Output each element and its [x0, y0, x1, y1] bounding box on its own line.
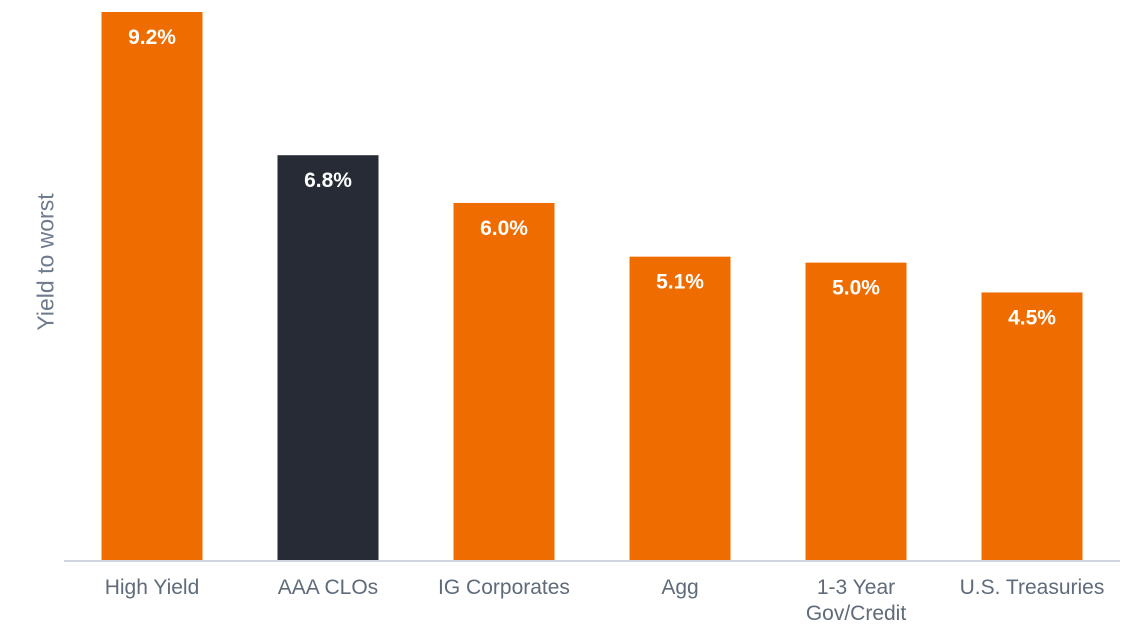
category-label-3: Agg [661, 576, 698, 599]
bar-2 [453, 202, 555, 561]
category-label-line: IG Corporates [438, 576, 570, 599]
category-label-2: IG Corporates [438, 576, 570, 599]
data-label-1: 6.8% [304, 169, 352, 192]
category-label-5: U.S. Treasuries [960, 576, 1105, 599]
data-label-5: 4.5% [1008, 306, 1056, 329]
category-label-line: 1-3 Year [817, 576, 895, 599]
category-labels-group: High Yield AAA CLOs IG Corporates Agg 1-3 Ye… [105, 576, 1105, 625]
data-label-2: 6.0% [480, 217, 528, 240]
bar-3 [629, 256, 731, 561]
category-label-line: Agg [661, 576, 698, 599]
category-label-line: AAA CLOs [278, 576, 378, 599]
data-label-3: 5.1% [656, 271, 704, 294]
bar-0 [101, 12, 203, 561]
category-label-line: High Yield [105, 576, 200, 599]
bar-1 [277, 155, 379, 561]
bars-group: 9.2% 6.8% 6.0% 5.1% 5.0% 4.5% [101, 12, 1083, 561]
data-label-0: 9.2% [128, 26, 176, 49]
category-label-line: U.S. Treasuries [960, 576, 1105, 599]
category-label-4: 1-3 Year Gov/Credit [806, 576, 907, 625]
bar-4 [805, 262, 907, 561]
category-label-line: Gov/Credit [806, 602, 907, 625]
category-label-1: AAA CLOs [278, 576, 378, 599]
data-label-4: 5.0% [832, 277, 880, 300]
bar-5 [981, 292, 1083, 561]
category-label-0: High Yield [105, 576, 200, 599]
